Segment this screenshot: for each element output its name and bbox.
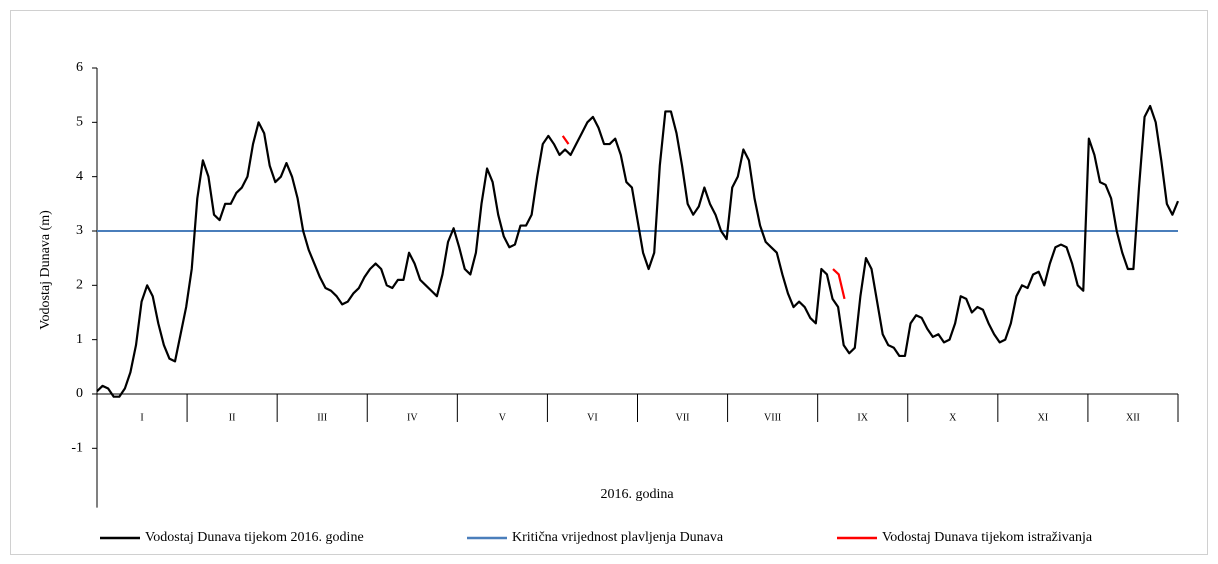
legend: Vodostaj Dunava tijekom 2016. godine Kri… xyxy=(100,530,1093,545)
x-tick-label: III xyxy=(317,412,327,423)
x-tick-label: II xyxy=(229,412,236,423)
y-tick-label: 6 xyxy=(76,60,83,75)
x-tick-label: X xyxy=(949,412,957,423)
x-tick-label: VI xyxy=(587,412,598,423)
x-tick-label: I xyxy=(140,412,143,423)
y-tick-label: 5 xyxy=(76,115,83,130)
y-tick-label: 2 xyxy=(76,278,83,293)
legend-label: Vodostaj Dunava tijekom 2016. godine xyxy=(145,530,364,545)
chart-frame xyxy=(10,10,1208,555)
x-tick-label: IX xyxy=(857,412,868,423)
y-tick-label: 3 xyxy=(76,223,83,238)
legend-label: Vodostaj Dunava tijekom istraživanja xyxy=(882,530,1093,545)
y-axis-label: Vodostaj Dunava (m) xyxy=(38,210,53,330)
x-axis-label: 2016. godina xyxy=(600,487,674,502)
x-tick-label: V xyxy=(499,412,507,423)
series-line xyxy=(561,135,846,300)
legend-label: Kritična vrijednost plavljenja Dunava xyxy=(512,530,724,545)
x-tick-label: VIII xyxy=(764,412,781,423)
x-tick-label: IV xyxy=(407,412,418,423)
y-tick-label: 1 xyxy=(76,332,83,347)
y-tick-label: 0 xyxy=(76,386,83,401)
x-tick-label: XII xyxy=(1126,412,1140,423)
x-tick-label: VII xyxy=(676,412,690,423)
y-tick-label: 4 xyxy=(76,169,83,184)
x-tick-label: XI xyxy=(1038,412,1049,423)
series-line xyxy=(96,104,1180,398)
y-tick-label: -1 xyxy=(71,441,83,456)
